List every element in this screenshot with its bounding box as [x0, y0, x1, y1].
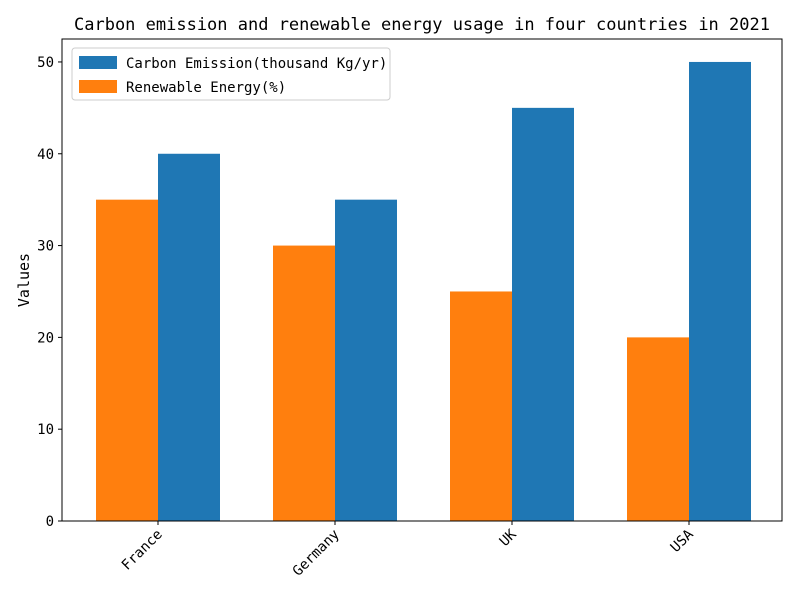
plot-frame [61, 38, 783, 522]
y-axis: 0 10 20 30 40 50 [37, 55, 62, 530]
x-tick-label-usa: USA [668, 526, 698, 556]
legend-box [71, 47, 391, 101]
legend-label-carbon: Carbon Emission(thousand Kg/yr) [126, 56, 387, 72]
y-tick-label: 20 [37, 330, 54, 346]
y-tick-label: 30 [37, 239, 54, 255]
x-tick-label-germany: Germany [290, 527, 343, 580]
bar-carbon-germany [335, 199, 397, 521]
bars-group [96, 61, 751, 522]
bar-renewable-germany [273, 245, 335, 522]
x-tick-label-france: France [119, 527, 166, 574]
y-axis-label: Values [15, 253, 33, 307]
bar-renewable-uk [450, 291, 512, 521]
x-axis: France Germany UK USA [119, 521, 697, 580]
chart-title: Carbon emission and renewable energy usa… [74, 15, 770, 35]
bar-carbon-usa [689, 61, 751, 521]
bar-renewable-usa [627, 337, 689, 521]
legend: Carbon Emission(thousand Kg/yr) Renewable… [71, 47, 391, 101]
y-tick-label: 40 [37, 147, 54, 163]
legend-swatch-renewable [79, 80, 117, 93]
legend-label-renewable: Renewable Energy(%) [126, 80, 286, 96]
bar-renewable-france [96, 199, 158, 521]
bar-carbon-uk [512, 107, 574, 521]
y-tick-label: 50 [37, 55, 54, 71]
legend-swatch-carbon [79, 56, 117, 69]
y-tick-label: 10 [37, 422, 54, 438]
y-tick-label: 0 [46, 514, 54, 530]
bar-carbon-france [158, 153, 220, 521]
x-tick-label-uk: UK [497, 526, 521, 550]
